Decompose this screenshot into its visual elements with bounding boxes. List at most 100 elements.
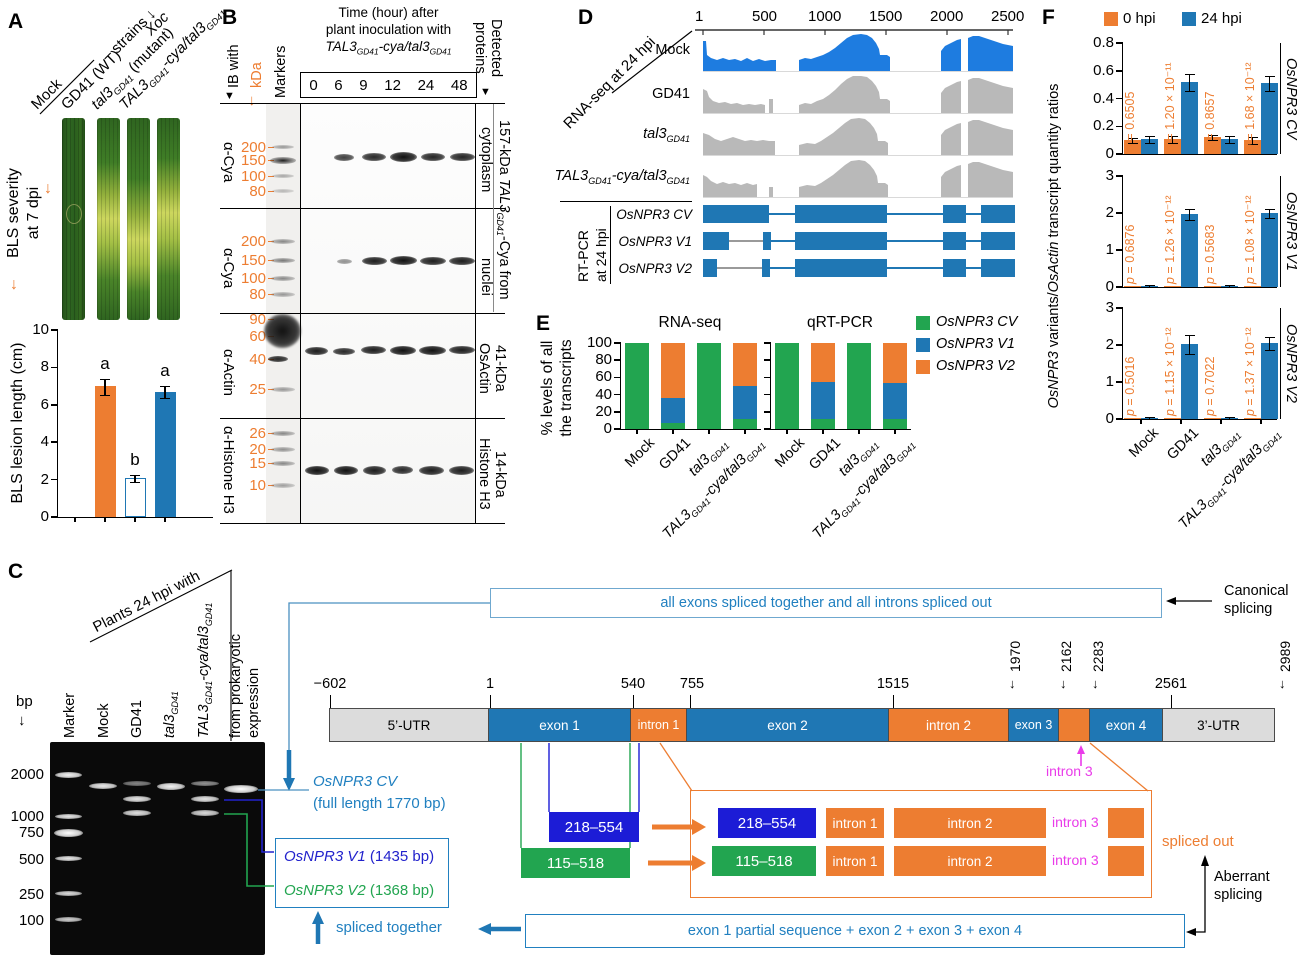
fbar [1204,417,1221,419]
gene-model-cv [703,205,1015,223]
protein-label-histone: 14-kDa Histone H3 [476,438,508,510]
track-label-mock: Mock [655,42,690,58]
panel-b-label: B [222,6,238,29]
intron3-callout: intron 3 [1046,763,1093,779]
xtick [786,429,788,434]
tick [1116,175,1123,177]
ticklab: 0 [1105,410,1114,427]
plab: p = 0.5683 [1203,224,1217,284]
xtick [104,517,106,522]
err [1264,336,1275,351]
coord-rotated: 2989 [1277,640,1293,672]
coord-rotated: 2283 [1090,640,1106,672]
err [1224,417,1235,420]
gel-lane-label-mock: Mock [96,703,112,738]
canonical-splicing-label: Canonical splicing [1224,583,1289,617]
plab: p = 1.68 × 10⁻¹² [1243,62,1257,151]
antibody-label: α-Actin [220,348,237,396]
xtick [1260,419,1262,424]
coverage-track-tal3 [703,118,1013,155]
rtpcr-label: at 24 hpi [593,228,609,282]
chart-title-qrtpcr: qRT-PCR [806,314,874,331]
tick [614,342,621,344]
gel-lane-label-prokaryotic: expression [246,667,262,738]
fbar [1261,83,1278,154]
err [160,386,170,400]
coord: 1 [485,676,495,692]
gel-image [50,742,265,955]
block-115-518-row: 115–518 [712,846,816,876]
coord-rotated: 2162 [1058,640,1074,672]
plab: p = 1.15 × 10⁻¹² [1163,327,1177,416]
err [1184,208,1195,221]
gene-model-v2 [703,259,1015,277]
panel-f-label: F [1042,6,1055,29]
kda-value: 90 [249,311,266,328]
markers-label: Markers [273,45,289,98]
xtick [672,429,674,434]
ticklab: 0 [40,508,49,525]
abar [154,391,176,517]
tick [51,441,58,443]
aberrant-splicing-label: Aberrant splicing [1214,869,1270,903]
box-intron1: intron 1 [826,846,884,876]
xtick [74,517,76,522]
track-label-tal3: tal3GD41 [643,126,690,144]
segment-exon4: exon 4 [1089,708,1163,742]
ladder-size: 100 [18,912,44,929]
tick [51,516,58,518]
model-label-v2: OsNPR3 V2 [618,261,692,276]
err [1184,334,1195,356]
err [1264,76,1275,93]
fbar [1181,81,1198,154]
down-arrow-icon: ↓ [248,92,256,109]
scale-tick: 2000 [930,8,964,25]
gene-model-v1 [703,232,1015,250]
tick [764,376,771,379]
ebar [733,386,757,419]
kda-label: kDa [249,62,265,88]
coord: −602 [313,676,347,692]
tick [1116,286,1123,288]
err [1144,285,1155,288]
spliced-out-box [690,790,1152,898]
legend-label-v1: OsNPR3 V1 [936,336,1015,352]
spliced-out-label: spliced out [1162,833,1234,850]
ticklab: 60 [595,368,612,386]
fbar [1181,343,1198,419]
leaf-image-gd41 [97,118,120,320]
fbar [1244,285,1261,287]
variant-labels-box: OsNPR3 V1 (1435 bp) OsNPR3 V2 (1368 bp) [275,838,449,908]
kda-value: 15 [249,455,266,472]
box-intron1: intron 1 [826,808,884,838]
kda-value: 150 [240,152,266,169]
fbar [1181,213,1198,287]
ladder-size: 2000 [10,766,44,783]
timepoints-box: 0 6 9 12 24 48 [300,72,477,98]
fbar [1261,213,1278,287]
ladder-size: 500 [18,851,44,868]
down-arrow-icon: ↓ [1092,676,1099,691]
ticklab: 6 [40,395,49,413]
segment-intron2: intron 2 [888,708,1009,742]
ebar [775,343,799,429]
ticklab: 0 [603,420,612,437]
chart-title-rnaseq: RNA-seq [658,314,722,331]
gel-lane-label-prokaryotic: from prokaryotic [228,634,244,738]
err [130,474,140,483]
xtick [1140,419,1142,424]
lane-label-mock: Mock [27,75,66,113]
err [1144,417,1155,420]
deletion-block-v1: 218–554 [549,812,639,842]
ebar [883,418,907,429]
kda-value: 10 [249,477,266,494]
tick [614,411,621,413]
box-intron3-label: intron 3 [1052,814,1099,830]
tick [614,393,621,396]
err [1247,137,1258,145]
ticklab: 2 [1105,336,1114,353]
bls-severity-label: BLS severity at 7 dpi [5,168,42,258]
xtick [1220,419,1222,424]
kda-value: 100 [240,270,266,287]
